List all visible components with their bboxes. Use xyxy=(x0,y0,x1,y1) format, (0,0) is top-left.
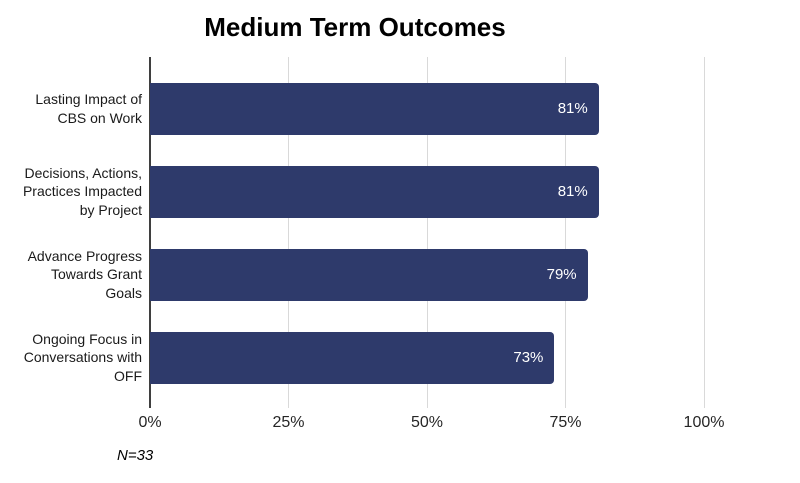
bar-value-label: 81% xyxy=(557,100,588,117)
x-axis: 0% 25% 50% 75% 100% xyxy=(138,414,724,434)
gridline-25 xyxy=(288,57,289,408)
x-tick-label-100: 100% xyxy=(683,414,725,431)
gridline-75 xyxy=(565,57,566,408)
gridline-50 xyxy=(426,57,428,408)
category-label-ongoing-focus: Ongoing Focus in Conversations with OFF xyxy=(23,330,142,384)
bar-row: 79% xyxy=(150,233,704,316)
x-tick-label-75: 75% xyxy=(549,414,582,431)
x-tick-label-0: 0% xyxy=(138,414,162,431)
gridline-100 xyxy=(703,57,705,408)
sample-size-note: N=33 xyxy=(117,447,154,464)
bar-advance-progress: 79% xyxy=(150,248,588,301)
bar-row: 81% xyxy=(150,67,704,150)
bar-ongoing-focus: 73% xyxy=(150,331,555,384)
bar-row: 73% xyxy=(150,316,704,399)
category-label-lasting-impact: Lasting Impact of CBS on Work xyxy=(35,91,142,126)
bar-value-label: 73% xyxy=(513,349,544,366)
category-axis: Lasting Impact of CBS on Work Decisions,… xyxy=(0,67,142,399)
bars-container: 81% 81% 79% 73% xyxy=(150,67,704,399)
x-tick-label-50: 50% xyxy=(410,414,444,431)
x-tick-label-25: 25% xyxy=(272,414,305,431)
chart-title: Medium Term Outcomes xyxy=(204,12,506,42)
bar-lasting-impact: 81% xyxy=(150,82,599,135)
plot-area xyxy=(149,57,705,408)
y-axis-line xyxy=(149,57,151,408)
bar-value-label: 81% xyxy=(557,183,588,200)
bar-decisions-actions: 81% xyxy=(150,165,599,218)
bar-value-label: 79% xyxy=(546,266,577,283)
category-label-decisions-actions: Decisions, Actions, Practices Impacted b… xyxy=(22,164,142,218)
bar-row: 81% xyxy=(150,150,704,233)
category-label-advance-progress: Advance Progress Towards Grant Goals xyxy=(27,247,142,301)
